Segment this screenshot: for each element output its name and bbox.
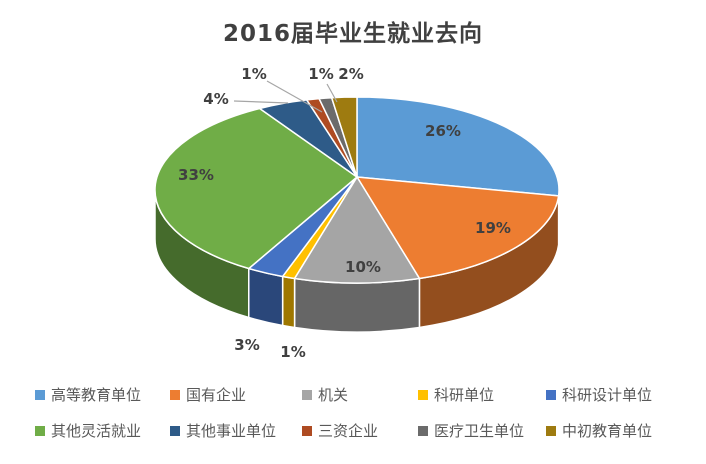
pie-slice-9 (330, 96, 358, 178)
legend-item-label: 科研设计单位 (562, 386, 653, 404)
label-leader-line (266, 80, 323, 113)
legend-item-label: 高等教育单位 (51, 386, 142, 404)
pie-slice-side-4 (248, 267, 284, 327)
legend-item-label: 三资企业 (318, 422, 379, 440)
legend-item-label: 科研单位 (434, 386, 495, 404)
legend-item-label: 医疗卫生单位 (434, 422, 525, 440)
legend-item-label: 机关 (318, 386, 349, 404)
legend-item-7: 三资企业 (302, 420, 418, 441)
data-label: 10% (345, 258, 381, 276)
data-label: 1% (280, 343, 305, 361)
data-label: 2% (338, 65, 363, 83)
legend-marker-icon (35, 389, 45, 400)
data-label: 1% (308, 65, 333, 83)
legend-item-5: 其他灵活就业 (35, 420, 170, 441)
pie-chart-3d: 26% 19% 10% 1% 3% 33% 4% 1% 1% 2% (154, 65, 560, 361)
data-label: 3% (234, 336, 259, 354)
legend-item-9: 中初教育单位 (546, 420, 695, 441)
pie-slice-5 (154, 107, 358, 270)
legend-marker-icon (418, 425, 428, 436)
legend-item-0: 高等教育单位 (35, 384, 170, 405)
pie-slice-2 (293, 176, 421, 284)
legend-marker-icon (302, 425, 312, 436)
legend-marker-icon (418, 389, 428, 400)
data-label: 4% (203, 90, 228, 108)
chart-title: 2016届毕业生就业去向 (222, 21, 483, 47)
legend-marker-icon (546, 425, 556, 436)
legend-marker-icon (302, 389, 312, 400)
legend-marker-icon (170, 425, 180, 436)
legend-item-3: 科研单位 (418, 384, 546, 405)
legend-marker-icon (546, 389, 556, 400)
label-leader-line (233, 100, 289, 104)
legend-item-label: 中初教育单位 (562, 422, 653, 440)
legend-item-2: 机关 (302, 384, 418, 405)
legend-item-8: 医疗卫生单位 (418, 420, 546, 441)
legend-item-6: 其他事业单位 (170, 420, 302, 441)
pie-slice-1 (356, 176, 560, 280)
data-label: 19% (475, 219, 511, 237)
pie-slice-side-2 (293, 277, 421, 333)
pie-slice-0 (356, 96, 560, 197)
legend-item-label: 其他事业单位 (186, 422, 277, 440)
chart-legend: 高等教育单位 国有企业 机关 科研单位 科研设计单位其他灵活就业 其他事业单位 三资企业 医疗… (35, 384, 695, 441)
legend-item-label: 国有企业 (186, 386, 247, 404)
legend-item-1: 国有企业 (170, 384, 302, 405)
legend-marker-icon (35, 425, 45, 436)
legend-item-4: 科研设计单位 (546, 384, 695, 405)
data-label: 33% (178, 166, 214, 184)
data-label: 26% (425, 122, 461, 140)
legend-item-label: 其他灵活就业 (51, 422, 142, 440)
data-label: 1% (241, 65, 266, 83)
label-leader-line (326, 83, 338, 103)
legend-marker-icon (170, 389, 180, 400)
pie-slice-side-3 (281, 275, 296, 329)
